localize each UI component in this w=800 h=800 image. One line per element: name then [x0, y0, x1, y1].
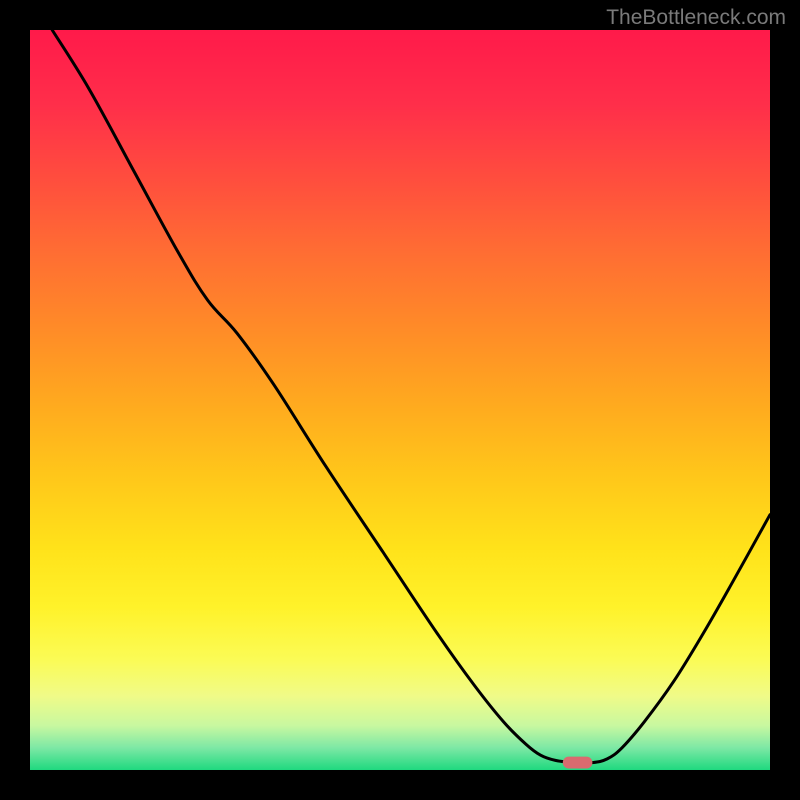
- chart-background: [30, 30, 770, 770]
- watermark-text: TheBottleneck.com: [606, 6, 786, 30]
- optimal-marker: [563, 757, 593, 769]
- chart-container: [30, 30, 770, 770]
- bottleneck-chart: [30, 30, 770, 770]
